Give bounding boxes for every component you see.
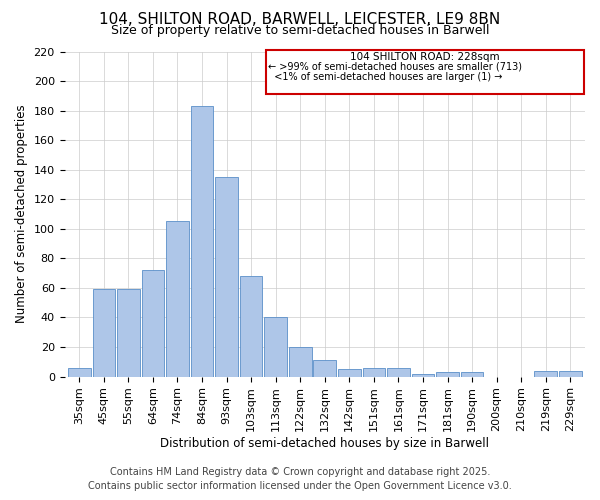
Text: <1% of semi-detached houses are larger (1) →: <1% of semi-detached houses are larger (… xyxy=(268,72,503,82)
Bar xyxy=(191,106,214,376)
Bar xyxy=(313,360,336,376)
Bar xyxy=(240,276,262,376)
Text: Contains HM Land Registry data © Crown copyright and database right 2025.
Contai: Contains HM Land Registry data © Crown c… xyxy=(88,467,512,491)
Bar xyxy=(215,177,238,376)
Bar xyxy=(362,368,385,376)
Bar xyxy=(559,370,581,376)
Text: Size of property relative to semi-detached houses in Barwell: Size of property relative to semi-detach… xyxy=(111,24,489,37)
Bar xyxy=(289,347,311,376)
Bar xyxy=(387,368,410,376)
Text: ← >99% of semi-detached houses are smaller (713): ← >99% of semi-detached houses are small… xyxy=(268,62,522,72)
Y-axis label: Number of semi-detached properties: Number of semi-detached properties xyxy=(15,104,28,324)
Bar xyxy=(166,222,189,376)
Bar xyxy=(92,290,115,376)
Bar xyxy=(265,318,287,376)
Bar xyxy=(436,372,459,376)
Bar xyxy=(535,370,557,376)
Bar xyxy=(117,290,140,376)
Bar xyxy=(68,368,91,376)
Bar xyxy=(142,270,164,376)
Text: 104 SHILTON ROAD: 228sqm: 104 SHILTON ROAD: 228sqm xyxy=(350,52,500,62)
Bar xyxy=(412,374,434,376)
FancyBboxPatch shape xyxy=(266,50,584,94)
Bar xyxy=(338,369,361,376)
Text: 104, SHILTON ROAD, BARWELL, LEICESTER, LE9 8BN: 104, SHILTON ROAD, BARWELL, LEICESTER, L… xyxy=(100,12,500,28)
Bar xyxy=(461,372,484,376)
X-axis label: Distribution of semi-detached houses by size in Barwell: Distribution of semi-detached houses by … xyxy=(160,437,489,450)
